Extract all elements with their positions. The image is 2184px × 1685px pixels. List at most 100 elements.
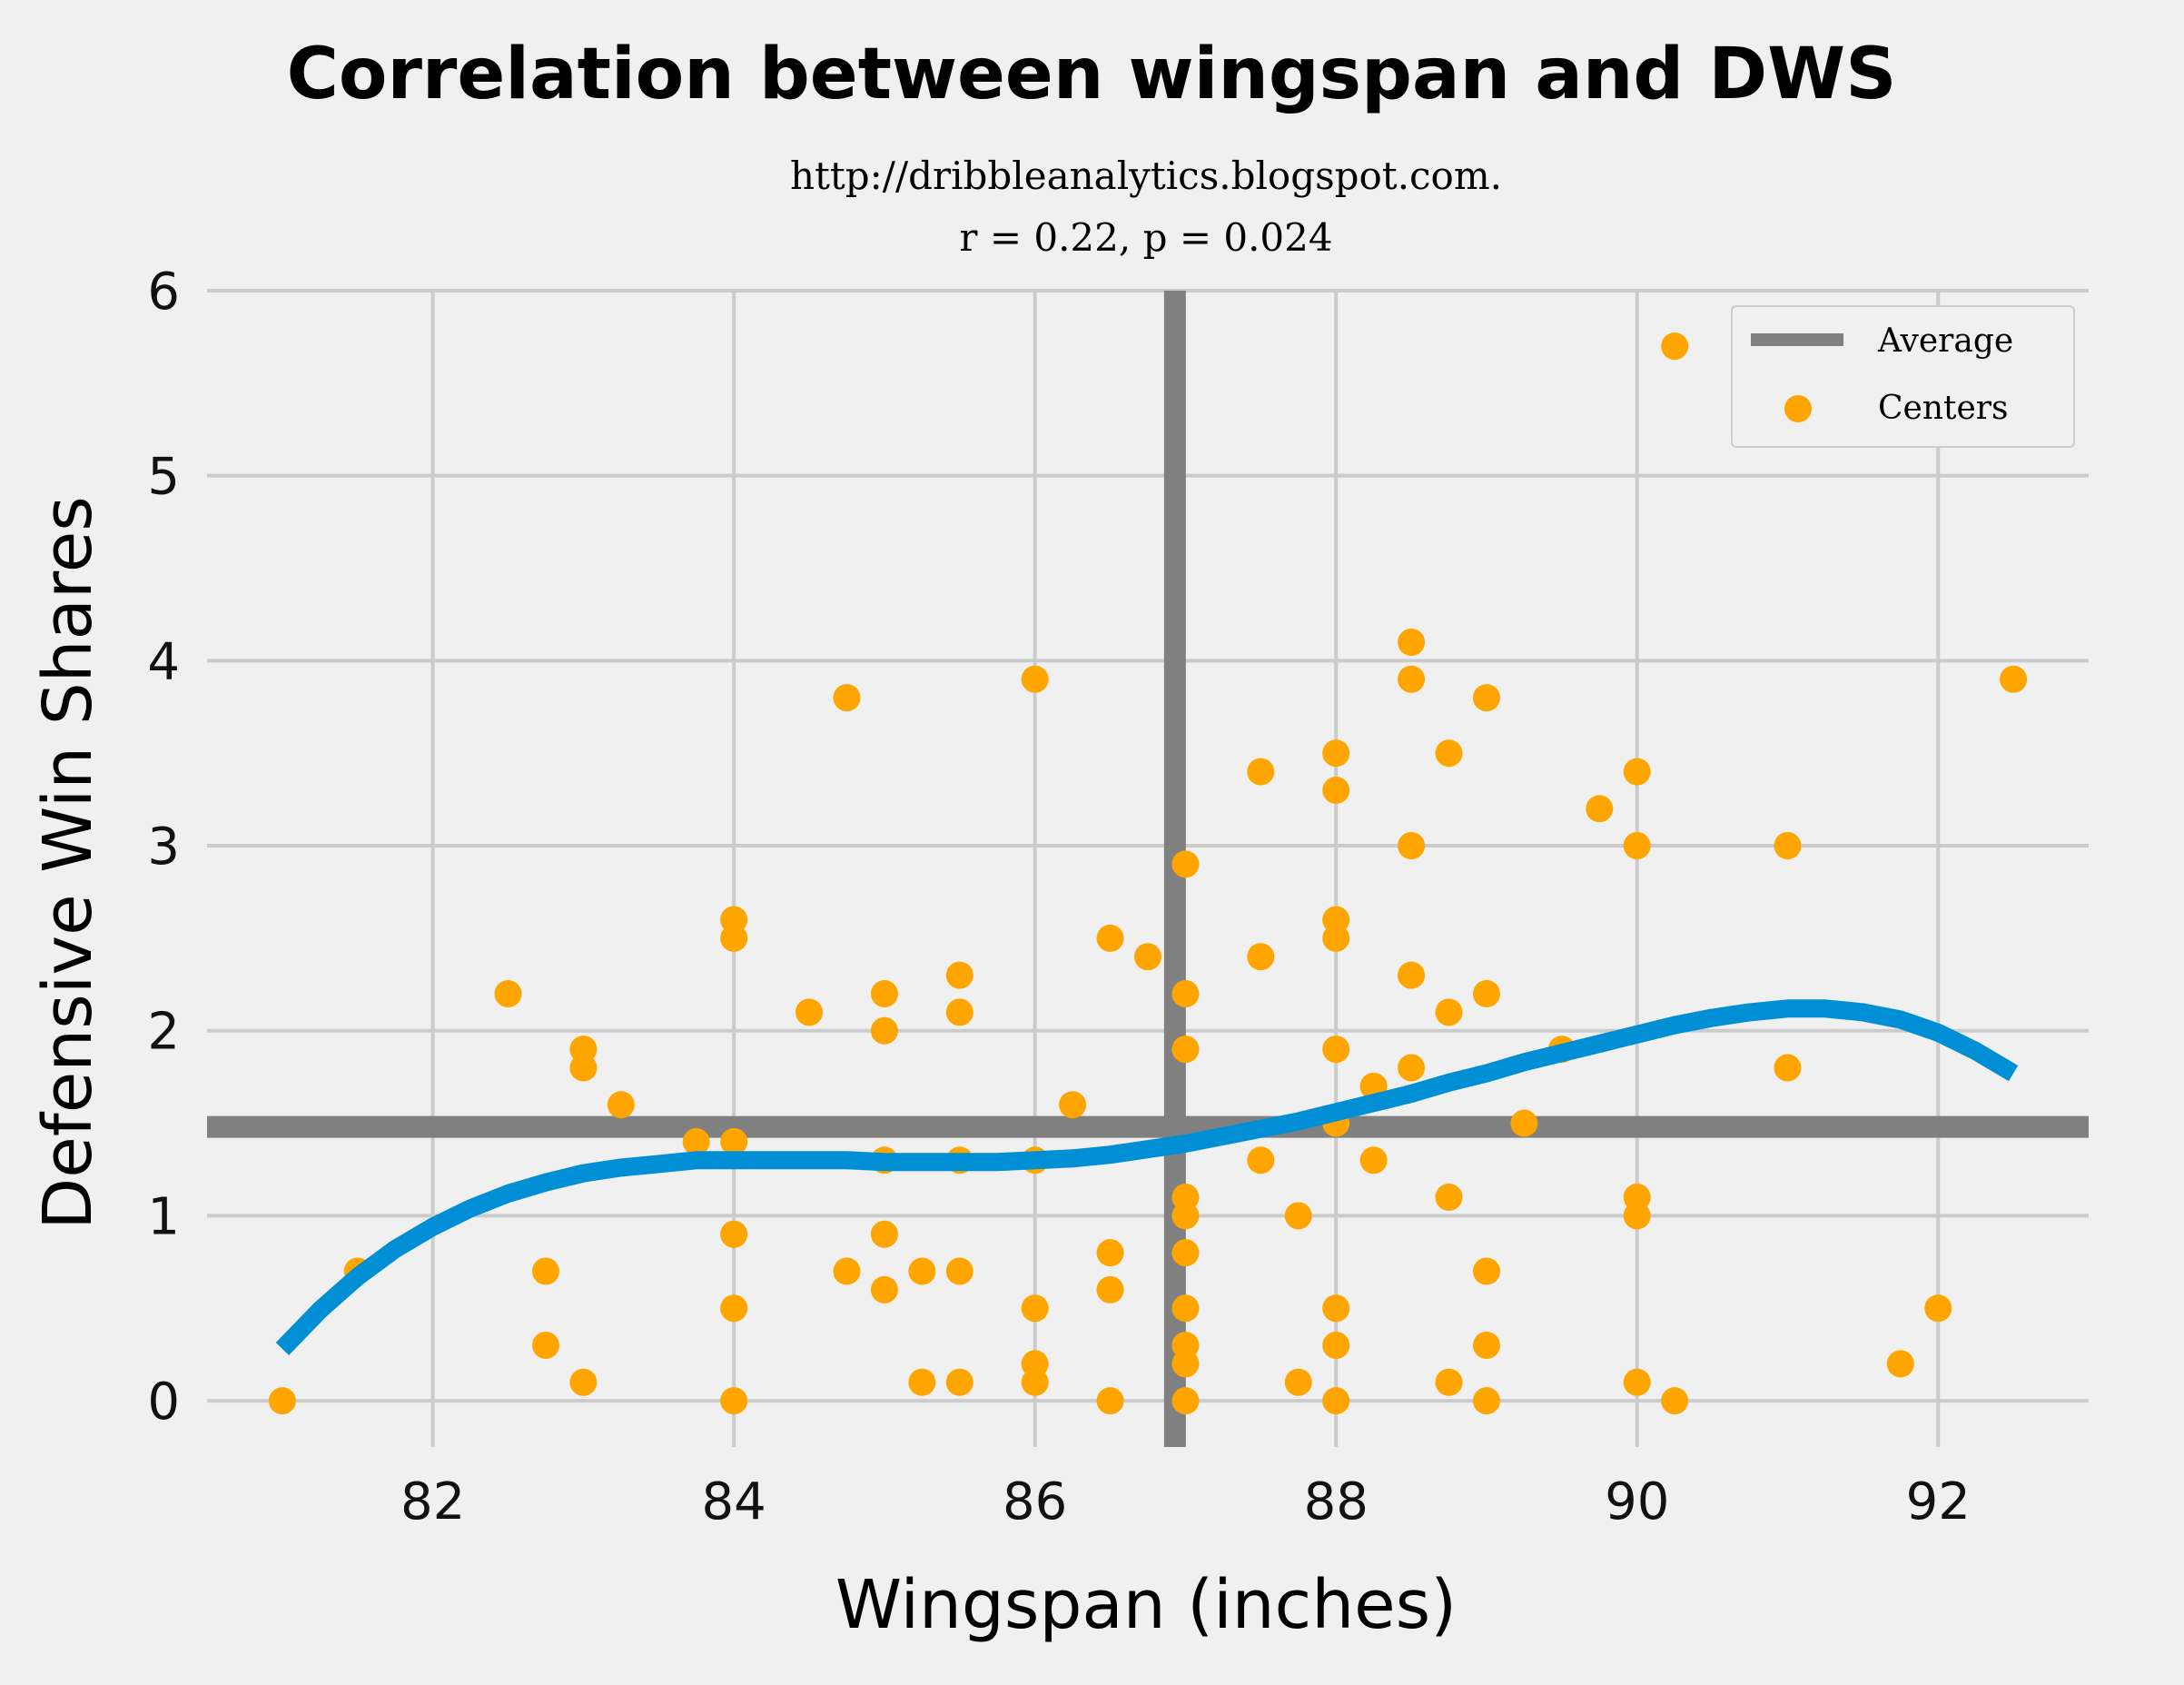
legend-label-centers: Centers	[1878, 390, 2009, 427]
x-tick-label: 84	[702, 1472, 766, 1531]
data-point	[720, 1294, 748, 1323]
data-point	[2000, 665, 2028, 693]
data-point	[1398, 665, 1426, 693]
legend-label-average: Average	[1877, 322, 2013, 360]
x-tick-label: 88	[1304, 1472, 1369, 1531]
data-point	[833, 684, 861, 712]
data-point	[908, 1257, 936, 1285]
data-point	[908, 1368, 936, 1396]
data-point	[1171, 850, 1200, 878]
data-point	[720, 1220, 748, 1248]
data-point	[1059, 1091, 1087, 1119]
data-point	[1247, 943, 1275, 971]
data-point	[1623, 758, 1651, 786]
y-tick-label: 3	[147, 818, 180, 877]
data-point	[796, 998, 824, 1026]
data-point	[870, 1220, 898, 1248]
data-point	[1886, 1350, 1914, 1378]
x-tick-label: 92	[1906, 1472, 1971, 1531]
data-point	[1623, 832, 1651, 860]
data-point	[1435, 739, 1463, 768]
data-point	[1322, 1331, 1350, 1359]
data-point	[1134, 943, 1161, 971]
data-point	[1171, 1350, 1200, 1378]
data-point	[1322, 1294, 1350, 1323]
data-point	[1510, 1109, 1538, 1137]
data-point	[1774, 832, 1802, 860]
data-point	[1096, 1387, 1124, 1415]
chart-title: Correlation between wingspan and DWS	[287, 34, 1897, 115]
legend: Average Centers	[1731, 305, 2075, 448]
fit-curve	[275, 999, 2019, 1355]
data-point	[1284, 1202, 1312, 1230]
data-point	[1171, 1036, 1200, 1064]
data-point	[945, 961, 973, 989]
data-point	[1247, 1146, 1275, 1175]
data-point	[1322, 776, 1350, 804]
x-tick-label: 90	[1605, 1472, 1669, 1531]
data-point	[1472, 1257, 1500, 1285]
data-point	[494, 979, 522, 1007]
data-point	[1322, 739, 1350, 768]
data-point	[870, 1275, 898, 1303]
data-point	[1096, 1275, 1124, 1303]
data-point	[1247, 758, 1275, 786]
data-point	[1924, 1294, 1952, 1323]
data-point	[1472, 1387, 1500, 1415]
data-point	[720, 1387, 748, 1415]
data-point	[1435, 1368, 1463, 1396]
data-point	[1661, 332, 1689, 361]
data-point	[1398, 832, 1426, 860]
data-point	[1359, 1146, 1388, 1175]
data-point	[870, 979, 898, 1007]
x-axis-label: Wingspan (inches)	[835, 1566, 1457, 1644]
data-point	[1171, 979, 1200, 1007]
data-point	[1021, 665, 1049, 693]
data-point	[1021, 1368, 1049, 1396]
y-axis-label: Defensive Win Shares	[29, 496, 107, 1230]
x-tick-label: 86	[1003, 1472, 1067, 1531]
data-point	[945, 998, 973, 1026]
data-point	[1171, 1294, 1200, 1323]
data-point	[1398, 628, 1426, 656]
data-point	[870, 1016, 898, 1045]
chart-subtitle-line-2: r = 0.22, p = 0.024	[959, 215, 1332, 260]
data-point	[1096, 1239, 1124, 1267]
data-point	[1661, 1387, 1689, 1415]
data-point	[720, 924, 748, 952]
y-tick-label: 6	[147, 263, 180, 322]
data-point	[607, 1091, 635, 1119]
chart-subtitle-line-1: http://dribbleanalytics.blogspot.com.	[790, 154, 1502, 198]
y-tick-label: 0	[147, 1373, 180, 1432]
data-point	[1322, 1036, 1350, 1064]
data-point	[945, 1257, 973, 1285]
y-tick-label: 2	[147, 1003, 180, 1062]
data-point	[1472, 684, 1500, 712]
data-point	[1435, 1184, 1463, 1212]
legend-centers-swatch	[1784, 395, 1812, 422]
data-point	[531, 1257, 559, 1285]
data-point	[1623, 1368, 1651, 1396]
data-point	[531, 1331, 559, 1359]
data-point	[1586, 795, 1614, 823]
data-point	[1284, 1368, 1312, 1396]
scatter-points	[268, 332, 2028, 1415]
data-point	[569, 1054, 598, 1082]
data-point	[1472, 1331, 1500, 1359]
data-point	[569, 1368, 598, 1396]
y-tick-labels: 0 1 2 3 4 5 6	[147, 263, 180, 1432]
data-point	[1398, 961, 1426, 989]
data-point	[1398, 1054, 1426, 1082]
data-point	[720, 1127, 748, 1155]
data-point	[1322, 924, 1350, 952]
data-point	[1171, 1387, 1200, 1415]
data-point	[833, 1257, 861, 1285]
data-point	[1096, 924, 1124, 952]
data-point	[268, 1387, 296, 1415]
data-point	[1021, 1294, 1049, 1323]
data-point	[1322, 1387, 1350, 1415]
y-tick-label: 1	[147, 1187, 180, 1246]
fit-curve-group	[275, 999, 2019, 1355]
